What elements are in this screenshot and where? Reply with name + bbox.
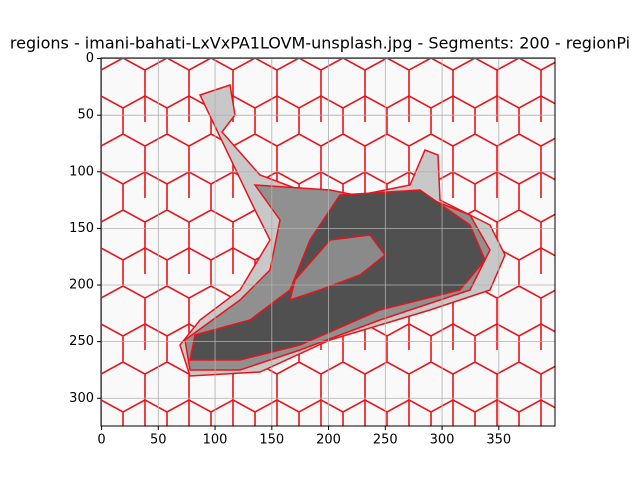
y-tick-label: 250 — [69, 334, 94, 349]
grid — [101, 58, 555, 426]
x-tick-label: 300 — [430, 433, 455, 448]
shoe-inner — [288, 234, 387, 302]
x-tick-label: 150 — [259, 433, 284, 448]
y-tick-label: 200 — [69, 278, 94, 293]
segmented-image — [101, 58, 555, 426]
x-tick-label: 350 — [486, 433, 511, 448]
x-tick-label: 250 — [373, 433, 398, 448]
y-tick-label: 0 — [86, 51, 94, 66]
x-tick-label: 50 — [150, 433, 167, 448]
y-tick-label: 300 — [69, 391, 94, 406]
x-tick-label: 200 — [316, 433, 341, 448]
y-tick-label: 150 — [69, 221, 94, 236]
chart-title: regions - imani-bahati-LxVxPA1LOVM-unspl… — [10, 34, 630, 53]
axes-frame — [100, 57, 556, 427]
x-tick-label: 100 — [203, 433, 228, 448]
y-tick-label: 50 — [77, 108, 94, 123]
x-tick-label: 0 — [97, 433, 105, 448]
y-tick-label: 100 — [69, 164, 94, 179]
